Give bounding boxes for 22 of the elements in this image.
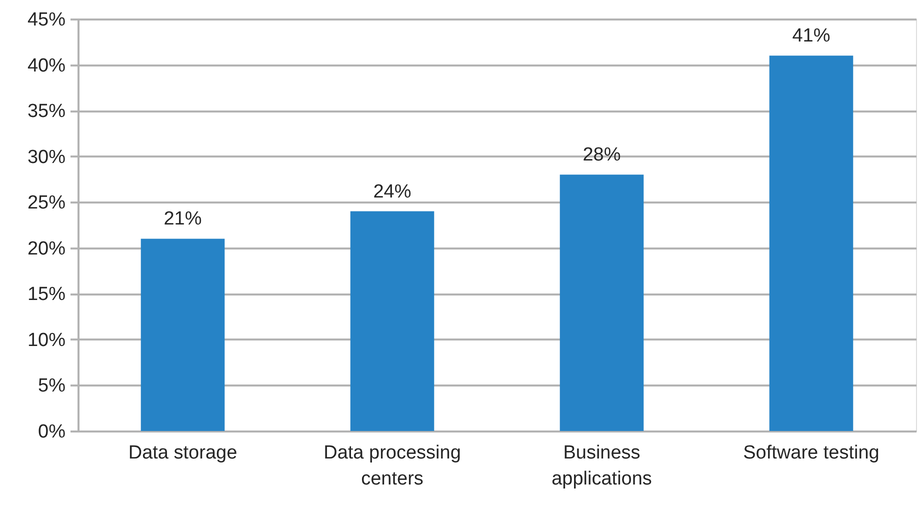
bar <box>769 56 854 431</box>
y-tick-label: 5% <box>38 376 66 397</box>
y-tick-label: 40% <box>27 55 66 76</box>
data-label: 21% <box>164 208 202 230</box>
y-tick-label: 35% <box>27 101 66 122</box>
y-tick-label: 25% <box>27 192 66 214</box>
y-tick-label: 20% <box>27 238 66 260</box>
y-tick-label: 30% <box>27 146 66 168</box>
x-tick-label: Data storage <box>128 442 238 464</box>
x-tick-label: Business applications <box>552 442 652 490</box>
y-tick-label: 0% <box>38 422 66 442</box>
data-label: 24% <box>373 181 412 202</box>
bar <box>350 211 434 431</box>
y-tick-label: 45% <box>27 10 66 30</box>
x-tick-label: Software testing <box>743 442 880 464</box>
bar <box>560 174 644 431</box>
x-tick-label: Data processing centers <box>324 442 461 490</box>
y-tick-label: 15% <box>27 284 66 306</box>
y-tick-label: 10% <box>27 330 66 351</box>
bar <box>140 238 225 431</box>
data-label: 28% <box>582 144 621 166</box>
data-label: 41% <box>792 26 830 47</box>
